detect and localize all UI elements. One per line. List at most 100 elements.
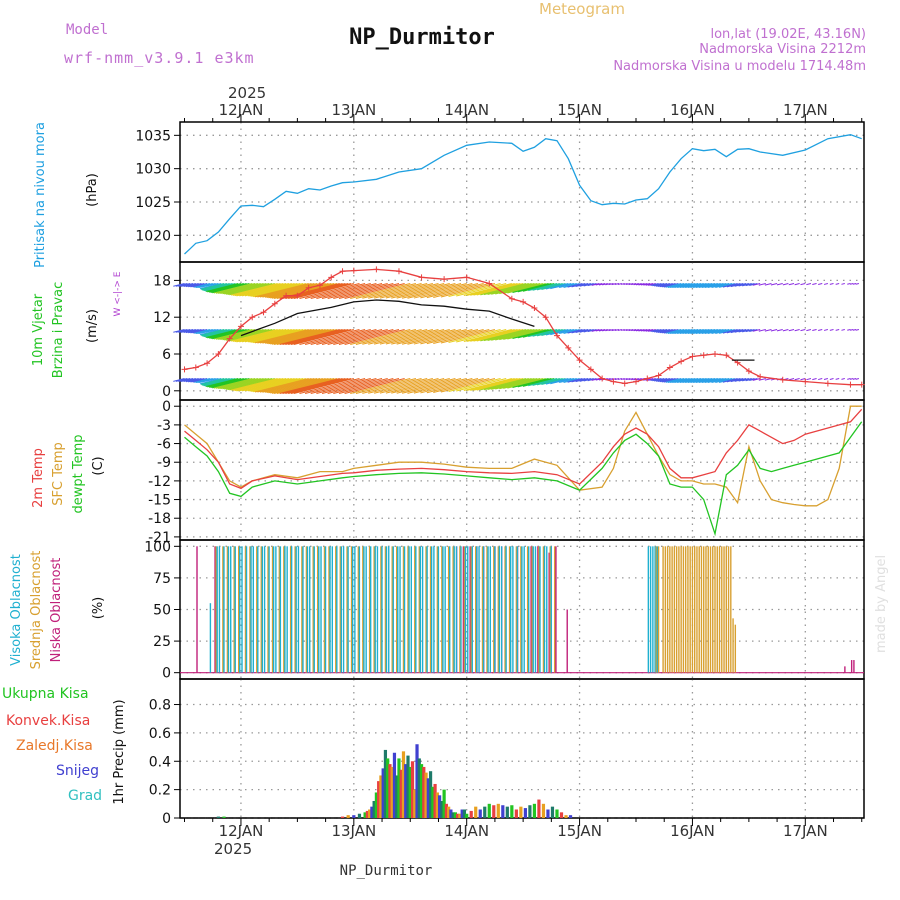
wind-barb [640,328,648,332]
y-tick-label: 1020 [135,228,171,244]
wind-barb [175,378,188,382]
wind-barb [270,378,329,394]
wind-barb [661,282,676,288]
wind-barb [448,378,501,393]
wind-barb [203,328,233,338]
precip-bar [216,816,220,818]
top-year: 2025 [228,84,266,102]
wind-barb [208,328,244,339]
wind-barb [440,328,496,344]
wind-barb [249,378,301,392]
top-date-label: 15JAN [557,101,602,119]
wind-barb [433,378,490,394]
wind-barb [321,282,383,299]
wind-barb [667,282,685,288]
wind-barb [806,378,812,381]
wind-barb [541,378,566,386]
wind-barb [480,378,527,391]
pressure-unit: (hPa) [85,173,100,207]
precip-bar [442,789,446,818]
wind-barb [620,378,625,380]
wind-speed-marker [441,276,448,283]
wind-barb [253,282,306,298]
precip-bar [413,789,417,818]
wind-barb [173,328,185,333]
wind-barb [333,282,394,299]
wind-speed-marker [700,352,707,359]
wind-barb [190,282,205,288]
wind-barb [507,378,546,389]
wind-barb [742,282,752,287]
wind-barb [192,378,208,383]
wind-barb [208,378,244,388]
precip-bar [458,813,462,818]
precip-bar [415,744,419,818]
wind-barb [420,328,479,345]
wind-barb [522,328,555,338]
y-tick-label: 0 [162,811,171,827]
wind-barb [512,378,549,389]
wind-barb [715,282,733,288]
wind-barb [571,378,586,383]
wind-barb [545,328,569,336]
wind-speed-marker [655,372,662,379]
bottom-year: 2025 [214,840,252,858]
precip-bar [428,771,433,818]
precip-bar [537,799,541,818]
wind-speed-marker [226,335,233,342]
wind-barb [212,282,250,294]
precip-legend-snow: Snijeg [56,763,99,779]
wind-speed-marker [847,381,854,388]
wind-barb [321,378,383,395]
wind-barb [645,328,654,332]
wind-barb [262,378,318,393]
y-tick-label: -3 [157,418,171,434]
wind-barb [200,328,225,336]
wind-barb [643,328,651,332]
wind-speed-marker [689,353,696,360]
wind-barb [749,378,758,382]
wind-barb [175,328,188,333]
wind-barb [420,378,479,394]
wind-speed-marker [283,292,290,299]
wind-barb [407,282,467,299]
wind-barb [282,378,343,395]
wind-barb [266,378,323,394]
wind-barb [575,378,589,383]
wind-barb [554,378,575,384]
wind-barb [491,282,535,295]
wind-barb [835,378,840,380]
wind-barb [571,328,586,334]
wind-barb [385,282,445,299]
wind-barb [633,328,639,332]
wind-barb [575,282,589,288]
t2m-line [184,408,863,490]
wind-barb [207,378,242,388]
wind-barb [652,282,662,287]
precip-bar [496,803,500,818]
precip-bar [404,764,408,818]
wind-barb [304,378,366,395]
wind-barb [199,282,219,288]
wind-barb [218,378,259,389]
wind-barb [194,328,211,334]
panel-frame-pressure [179,121,865,263]
wind-barb [440,282,496,298]
wind-barb [667,328,685,334]
wind-barb [239,378,290,392]
wind-barb [528,328,558,338]
wind-barb [587,378,597,382]
wind-barb [466,378,515,391]
panel-frame-precip [179,678,865,819]
wind-barb [650,378,659,382]
wind-barb [707,378,727,384]
wind-barb [654,378,665,382]
wind-barb [517,328,552,339]
wind-barb [638,328,645,332]
wind-barb [734,378,747,382]
precip-bar [474,806,478,818]
wind-barb [528,378,558,387]
wind-barb [236,282,287,297]
wind-barb [855,378,860,380]
wind-barb [690,282,710,288]
